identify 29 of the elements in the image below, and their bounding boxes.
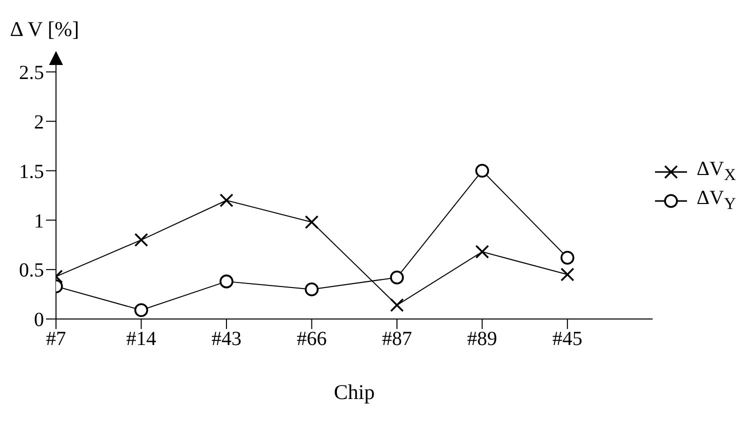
point — [390, 298, 404, 312]
point — [220, 274, 234, 288]
point — [560, 250, 574, 265]
legend-label: ΔV$_{Y}$ — [696, 187, 736, 214]
y-tick-label: 1.5 — [19, 160, 44, 183]
y-axis-title: Δ V [%] — [10, 17, 80, 41]
x-tick-label: #89 — [467, 328, 498, 350]
y-tick-label: 2.5 — [19, 62, 44, 84]
point — [134, 233, 148, 247]
point — [390, 270, 404, 284]
legend-label: ΔV$_{X}$ — [696, 158, 736, 185]
point — [475, 244, 490, 259]
x-tick-label: #14 — [126, 328, 156, 350]
x-tick-label: #7 — [46, 328, 66, 350]
y-tick-label: 1 — [34, 210, 44, 232]
x-tick-label: #45 — [552, 328, 582, 350]
point — [475, 164, 490, 178]
point — [134, 303, 148, 318]
point — [304, 282, 319, 296]
y-tick-label: 0 — [34, 309, 44, 332]
x-tick-label: #87 — [382, 328, 412, 350]
point — [560, 268, 574, 282]
point — [304, 215, 319, 230]
y-tick-label: 2 — [34, 111, 44, 134]
x-tick-label: #66 — [296, 328, 327, 350]
y-tick-label: 0.5 — [19, 260, 44, 282]
point — [220, 193, 234, 208]
x-tick-label: #43 — [211, 328, 242, 350]
x-axis-title: Chip — [334, 380, 375, 404]
